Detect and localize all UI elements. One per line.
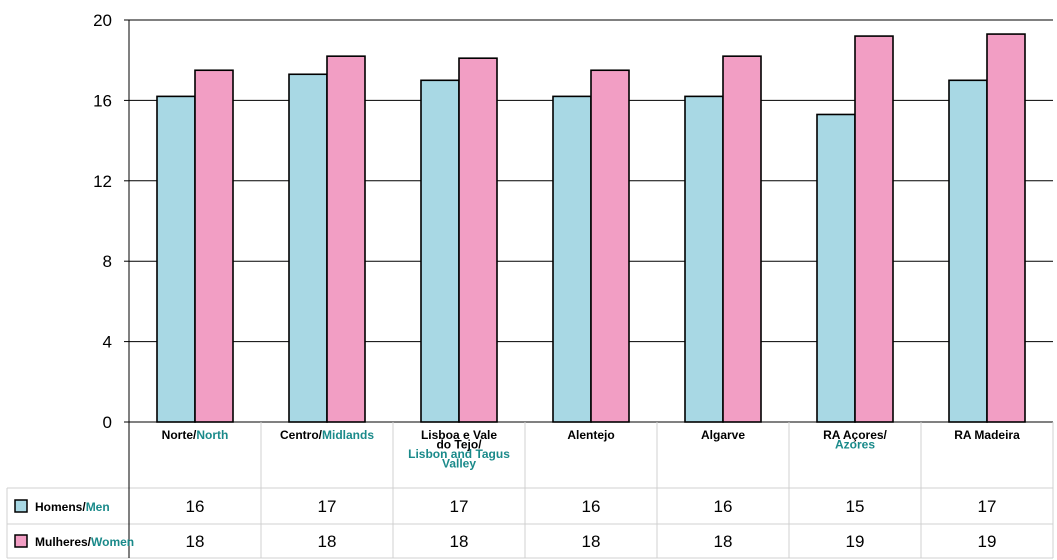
bar: [854, 35, 894, 423]
table-value: 18: [714, 532, 733, 551]
table-value: 18: [186, 532, 205, 551]
table-value: 17: [450, 497, 469, 516]
legend-label-en: Men: [86, 500, 110, 514]
category-label-pt: RA Madeira: [954, 428, 1020, 442]
table-value: 17: [978, 497, 997, 516]
y-tick-label: 20: [93, 11, 112, 30]
category-label: Centro/Midlands: [280, 428, 374, 442]
legend-label: Mulheres/Women: [35, 535, 134, 549]
bars: [156, 33, 1026, 423]
table-value: 16: [186, 497, 205, 516]
category-label-pt: Lisboa e Vale: [421, 428, 497, 442]
category-label-pt: Alentejo: [567, 428, 614, 442]
legend-label-pt: Mulheres/: [35, 535, 92, 549]
bar: [552, 95, 592, 423]
y-axis: 0 4 8 12 16 20: [93, 11, 130, 432]
category-label: Norte/North: [162, 428, 229, 442]
table-value: 16: [714, 497, 733, 516]
bar: [816, 113, 856, 423]
table-value: 15: [846, 497, 865, 516]
category-label: Alentejo: [567, 428, 614, 442]
category-label: Algarve: [701, 428, 745, 442]
legend-swatch: [14, 534, 28, 548]
bar: [458, 57, 498, 423]
bar: [420, 79, 460, 423]
bar: [684, 95, 724, 423]
bar: [194, 69, 234, 423]
category-label-pt: RA Açores/: [823, 428, 887, 442]
category-label-en: Azores: [835, 438, 875, 452]
bar: [590, 69, 630, 423]
data-table: Norte/North Centro/Midlands Lisboa e Vale d…: [6, 421, 1054, 559]
table-value: 19: [846, 532, 865, 551]
legend-label: Homens/Men: [35, 500, 110, 514]
bar: [722, 55, 762, 423]
y-tick-label: 12: [93, 172, 112, 191]
table-value: 18: [450, 532, 469, 551]
category-label: RA Açores/Azores: [823, 428, 887, 452]
y-tick-label: 8: [103, 252, 112, 271]
bar: [288, 73, 328, 423]
table-value: 17: [318, 497, 337, 516]
bar: [948, 79, 988, 423]
y-tick-label: 16: [93, 91, 112, 110]
category-label: Lisboa e Vale do Tejo/Lisbon and Tagus Val…: [408, 428, 510, 471]
y-tick-label: 0: [103, 413, 112, 432]
legend-label-en: Women: [91, 535, 134, 549]
category-label-en: Valley: [442, 457, 476, 471]
table-value: 19: [978, 532, 997, 551]
category-label: RA Madeira: [954, 428, 1020, 442]
table-value: 18: [582, 532, 601, 551]
legend-swatch: [14, 499, 28, 513]
table-value: 16: [582, 497, 601, 516]
bar: [326, 55, 366, 423]
y-tick-label: 4: [103, 333, 112, 352]
bar: [986, 33, 1026, 423]
bar: [156, 95, 196, 423]
category-label-en: Lisbon and Tagus: [408, 447, 510, 461]
category-label-en: Midlands: [322, 428, 374, 442]
legend-label-pt: Homens/: [35, 500, 86, 514]
category-label-pt: Centro/: [280, 428, 323, 442]
category-label-en: North: [196, 428, 228, 442]
category-label-pt: Norte/: [162, 428, 197, 442]
category-label-pt: Algarve: [701, 428, 745, 442]
category-label-pt: do Tejo/: [436, 438, 482, 452]
table-value: 18: [318, 532, 337, 551]
